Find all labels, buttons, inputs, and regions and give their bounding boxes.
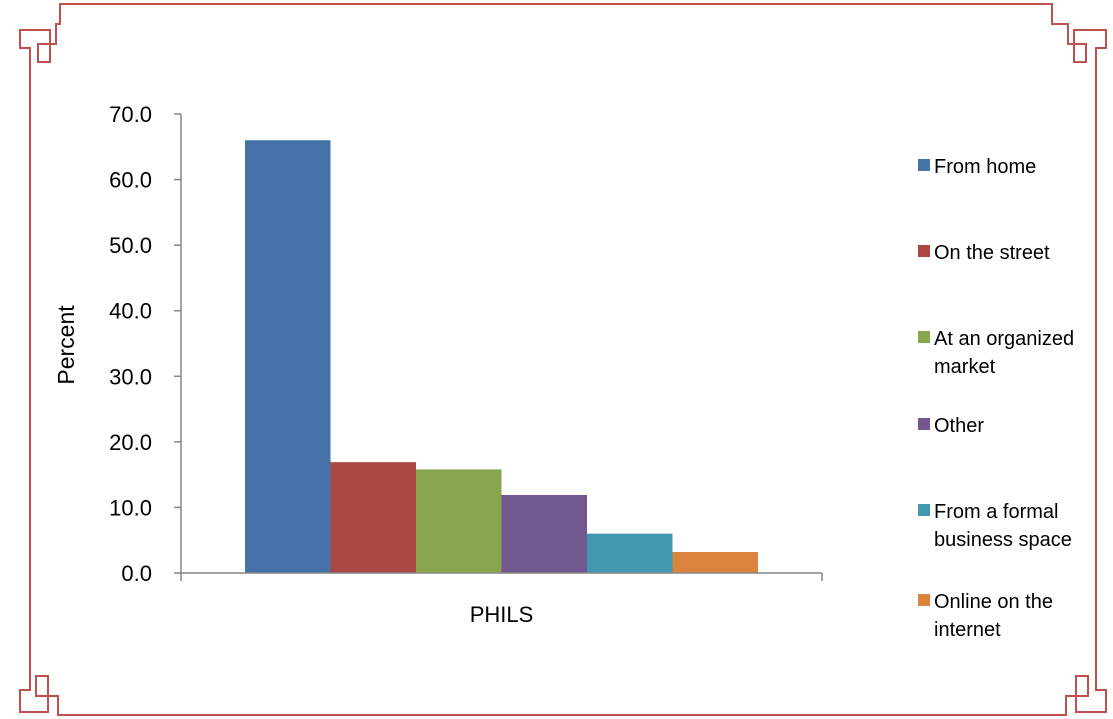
- bar-from-home: [245, 140, 331, 573]
- bar-on-the-street: [330, 462, 416, 573]
- y-tick-label: 20.0: [109, 430, 152, 455]
- legend-item-from-home: From home: [918, 153, 1108, 181]
- bar-other: [501, 494, 587, 573]
- legend: From home On the street At an organized …: [918, 0, 1108, 719]
- legend-label: Online on the internet: [934, 591, 1053, 641]
- y-tick-label: 70.0: [109, 102, 152, 127]
- y-tick-label: 50.0: [109, 233, 152, 258]
- legend-label: At an organized market: [934, 328, 1075, 378]
- y-axis-ticks: 0.0 10.0 20.0 30.0 40.0 50.0 60.0 70.0: [109, 102, 181, 586]
- legend-item-on-the-street: On the street: [918, 239, 1108, 267]
- legend-item-from-a-formal-business-space: From a formal business space: [918, 498, 1108, 554]
- bar-at-an-organized-market: [416, 469, 502, 573]
- legend-label: Other: [934, 415, 985, 437]
- legend-swatch: [918, 594, 930, 606]
- legend-swatch: [918, 504, 930, 516]
- bar-from-a-formal-business-space: [587, 533, 673, 573]
- bars: [245, 140, 758, 573]
- legend-swatch: [918, 418, 930, 430]
- legend-label: From home: [934, 156, 1037, 178]
- x-category-label: PHILS: [470, 602, 534, 627]
- legend-label: From a formal business space: [934, 501, 1072, 551]
- y-tick-label: 60.0: [109, 168, 152, 193]
- legend-label: On the street: [934, 242, 1050, 264]
- legend-item-at-an-organized-market: At an organized market: [918, 325, 1108, 381]
- legend-swatch: [918, 331, 930, 343]
- y-axis-title: Percent: [53, 305, 79, 385]
- y-tick-label: 30.0: [109, 364, 152, 389]
- legend-item-online-on-the-internet: Online on the internet: [918, 588, 1108, 644]
- legend-swatch: [918, 159, 930, 171]
- y-tick-label: 10.0: [109, 495, 152, 520]
- y-tick-label: 0.0: [121, 561, 152, 586]
- y-tick-label: 40.0: [109, 299, 152, 324]
- legend-item-other: Other: [918, 412, 1108, 440]
- legend-swatch: [918, 245, 930, 257]
- bar-online-on-the-internet: [672, 552, 758, 573]
